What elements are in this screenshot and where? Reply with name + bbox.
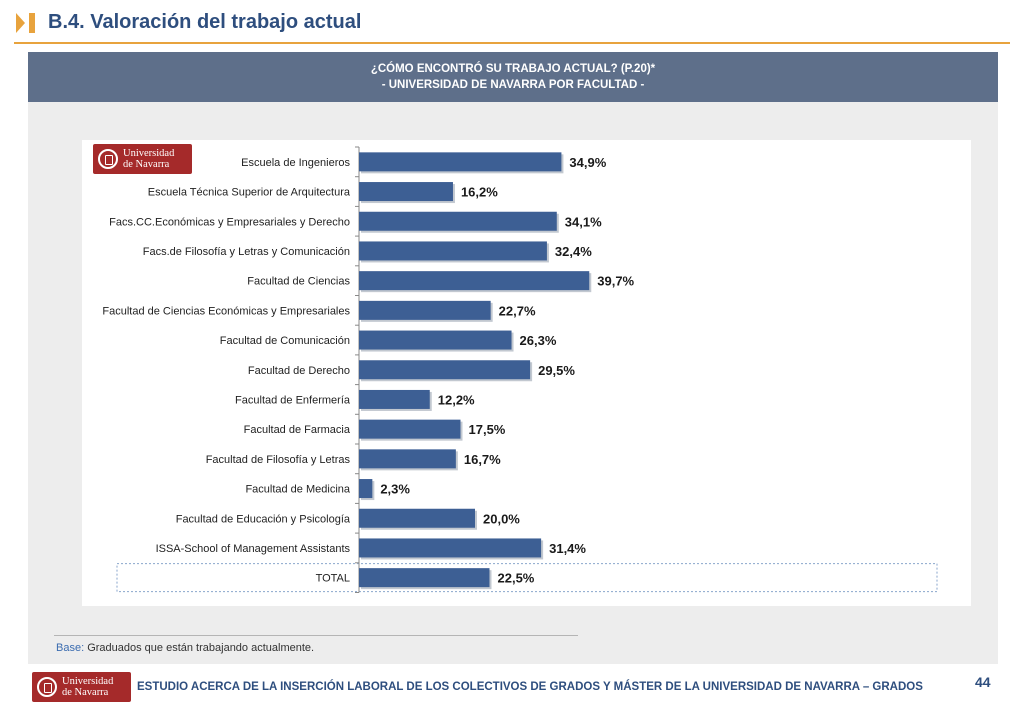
bar <box>359 182 453 202</box>
value-label: 22,5% <box>498 571 535 586</box>
bar-chart: Escuela de Ingenieros 34,9% Escuela Técnic… <box>102 146 938 593</box>
category-label: Escuela de Ingenieros <box>241 157 350 169</box>
bar <box>359 360 531 380</box>
bar <box>359 479 373 499</box>
category-label: TOTAL <box>316 573 350 585</box>
banner-subtitle: - UNIVERSIDAD DE NAVARRA POR FACULTAD - <box>381 79 645 91</box>
category-label: Facultad de Farmacia <box>244 424 351 436</box>
bar <box>359 419 461 439</box>
value-label: 34,9% <box>569 155 606 170</box>
category-label: Facs.CC.Económicas y Empresariales y Der… <box>109 216 350 228</box>
value-label: 31,4% <box>549 541 586 556</box>
section-marker-icon <box>16 13 35 33</box>
footer-logo: Universidad de Navarra <box>32 672 131 702</box>
value-label: 17,5% <box>469 422 506 437</box>
university-crest-icon <box>98 149 118 169</box>
category-label: Facultad de Medicina <box>245 484 350 496</box>
bar <box>359 389 430 409</box>
bar <box>359 330 512 350</box>
category-label: Escuela Técnica Superior de Arquitectura <box>148 187 351 199</box>
chart-banner: ¿CÓMO ENCONTRÓ SU TRABAJO ACTUAL? (P.20)… <box>28 52 998 102</box>
base-note: Base: Graduados que están trabajando act… <box>56 642 314 654</box>
footer-logo-text: Universidad de Navarra <box>62 676 114 698</box>
category-label: Facultad de Ciencias Económicas y Empres… <box>102 305 350 317</box>
category-label: Facs.de Filosofía y Letras y Comunicació… <box>143 246 350 258</box>
category-label: Facultad de Filosofía y Letras <box>206 454 351 466</box>
bar <box>359 300 491 320</box>
bar <box>359 538 542 558</box>
university-logo: Universidad de Navarra <box>93 144 192 174</box>
base-divider <box>54 635 578 636</box>
bar <box>359 568 490 588</box>
banner-question: ¿CÓMO ENCONTRÓ SU TRABAJO ACTUAL? (P.20)… <box>370 63 656 75</box>
category-label: Facultad de Ciencias <box>247 276 350 288</box>
base-note-key: Base: <box>56 642 85 654</box>
bar <box>359 271 590 291</box>
value-label: 22,7% <box>499 303 536 318</box>
value-label: 20,0% <box>483 511 520 526</box>
page-number: 44 <box>975 674 991 690</box>
category-label: Facultad de Derecho <box>248 365 350 377</box>
page-title: B.4. Valoración del trabajo actual <box>48 11 362 33</box>
section-header: B.4. Valoración del trabajo actual <box>14 8 1010 44</box>
value-label: 39,7% <box>597 274 634 289</box>
bar <box>359 508 475 528</box>
category-label: Facultad de Comunicación <box>220 335 350 347</box>
bar <box>359 449 456 469</box>
category-label: Facultad de Enfermería <box>235 394 351 406</box>
bar <box>359 211 557 231</box>
value-label: 29,5% <box>538 363 575 378</box>
value-label: 16,2% <box>461 185 498 200</box>
slide-panel: ¿CÓMO ENCONTRÓ SU TRABAJO ACTUAL? (P.20)… <box>28 52 998 664</box>
footer-study-title: ESTUDIO ACERCA DE LA INSERCIÓN LABORAL D… <box>137 681 923 693</box>
chart-area: Escuela de Ingenieros 34,9% Escuela Técnic… <box>82 140 971 606</box>
logo-text: Universidad de Navarra <box>123 148 175 170</box>
bar <box>359 241 547 261</box>
category-label: Facultad de Educación y Psicología <box>176 513 351 525</box>
value-label: 12,2% <box>438 392 475 407</box>
value-label: 2,3% <box>380 482 410 497</box>
value-label: 34,1% <box>565 214 602 229</box>
value-label: 16,7% <box>464 452 501 467</box>
footer-crest-icon <box>37 677 57 697</box>
base-note-text: Graduados que están trabajando actualmen… <box>87 642 315 654</box>
value-label: 32,4% <box>555 244 592 259</box>
category-label: ISSA-School of Management Assistants <box>156 543 351 555</box>
value-label: 26,3% <box>520 333 557 348</box>
bar <box>359 152 562 172</box>
